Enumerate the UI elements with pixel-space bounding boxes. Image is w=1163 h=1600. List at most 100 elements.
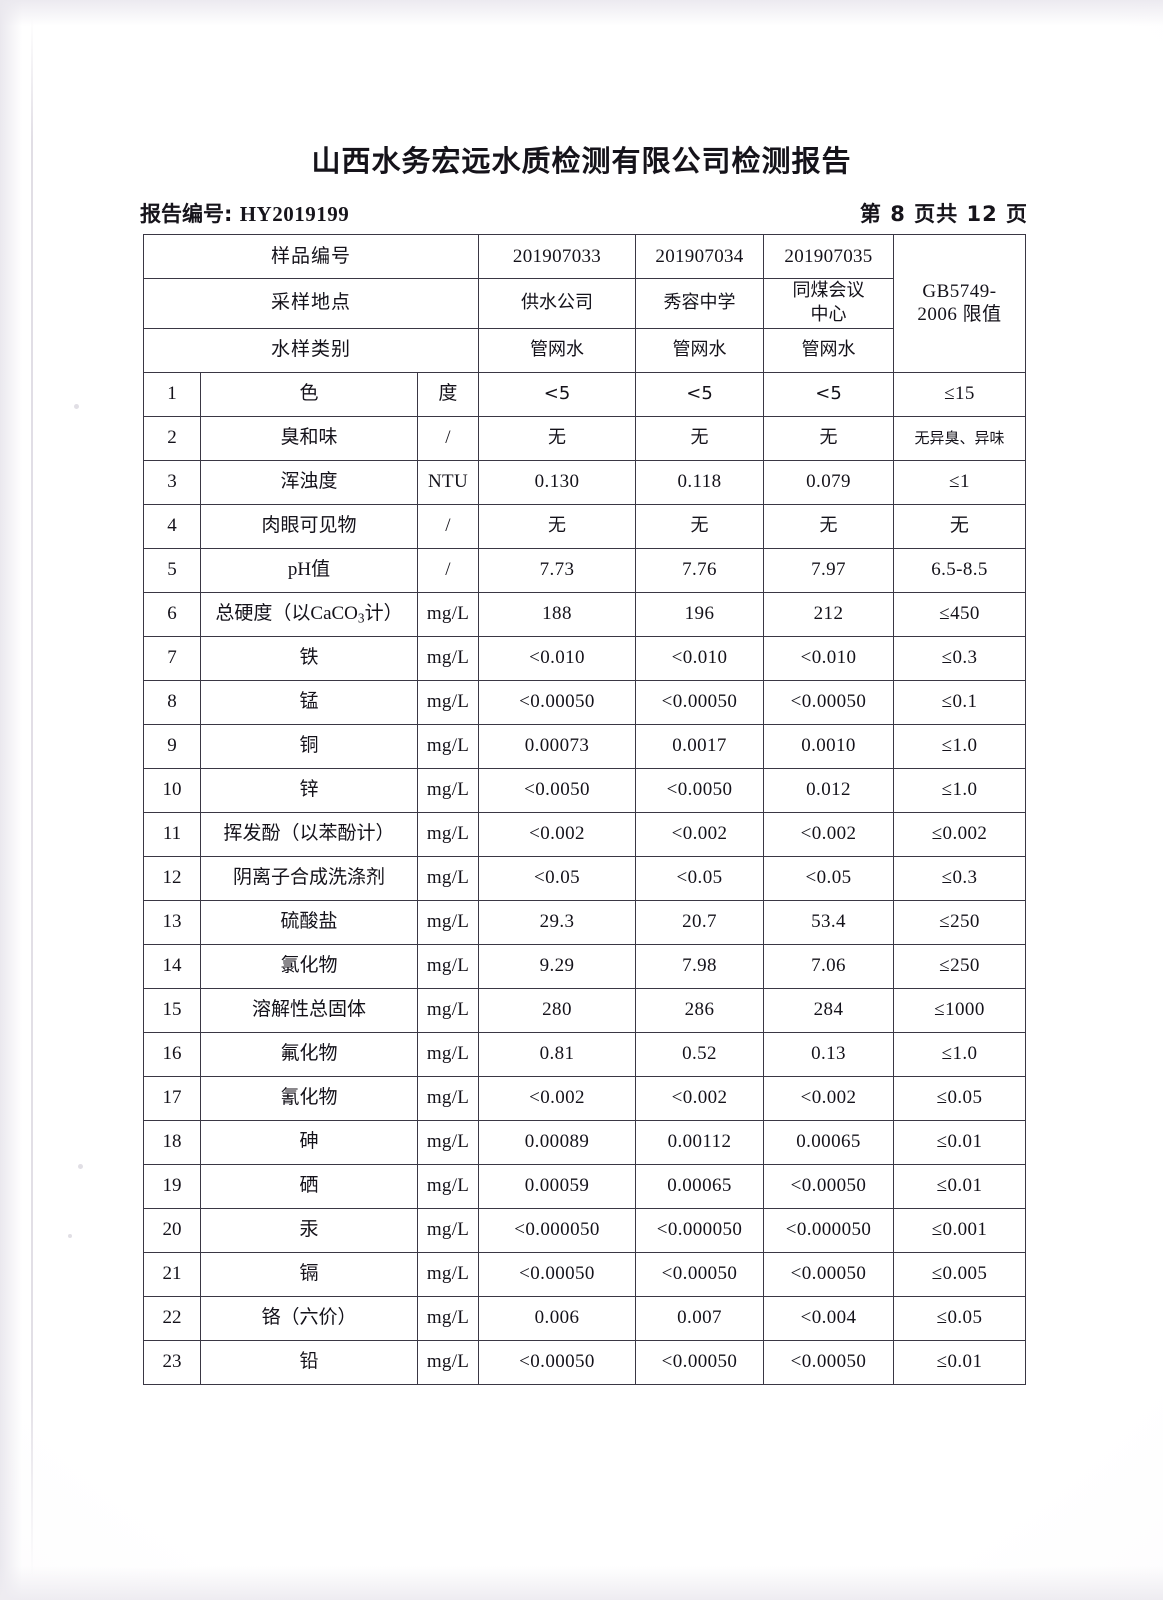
row-standard-limit: ≤0.1 <box>893 679 1027 725</box>
row-standard-limit: ≤0.05 <box>893 1295 1027 1341</box>
row-standard-limit: 6.5-8.5 <box>893 547 1027 593</box>
row-standard-limit: ≤0.01 <box>893 1119 1027 1165</box>
row-parameter-name: 氯化物 <box>200 943 418 989</box>
row-value-sample-1: <0.05 <box>478 855 637 901</box>
row-index: 23 <box>143 1339 201 1385</box>
row-value-sample-2: <0.010 <box>635 635 765 681</box>
row-parameter-name: 挥发酚（以苯酚计） <box>200 811 418 857</box>
table-row: 20 汞 mg/L <0.000050 <0.000050 <0.000050 ≤0.001 <box>143 1207 1027 1253</box>
row-value-sample-3: 无 <box>763 503 895 549</box>
row-index: 16 <box>143 1031 201 1077</box>
row-parameter-name: 锰 <box>200 679 418 725</box>
row-value-sample-3: 212 <box>763 591 895 637</box>
row-value-sample-3: <0.002 <box>763 1075 895 1121</box>
row-index: 9 <box>143 723 201 769</box>
report-header-line: 报告编号: HY2019199 第 8 页共 12 页 <box>140 198 1030 228</box>
row-value-sample-2: <0.00050 <box>635 679 765 725</box>
row-unit: mg/L <box>416 811 480 857</box>
header-water-type-label: 水样类别 <box>142 327 480 373</box>
row-unit: mg/L <box>416 723 480 769</box>
row-value-sample-2: 286 <box>635 987 765 1033</box>
row-value-sample-3: <0.004 <box>763 1295 895 1341</box>
row-standard-limit: ≤0.05 <box>893 1075 1027 1121</box>
row-value-sample-3: 7.97 <box>763 547 895 593</box>
row-index: 1 <box>143 371 201 417</box>
row-value-sample-1: 无 <box>478 503 637 549</box>
row-value-sample-1: 29.3 <box>478 899 637 945</box>
row-standard-limit: 无异臭、异味 <box>893 415 1027 461</box>
table-row: 15 溶解性总固体 mg/L 280 286 284 ≤1000 <box>143 987 1027 1033</box>
header-standard-limit-title: GB5749- 2006 限值 <box>893 234 1027 373</box>
row-standard-limit: ≤0.3 <box>893 635 1027 681</box>
table-row: 16 氟化物 mg/L 0.81 0.52 0.13 ≤1.0 <box>143 1031 1027 1077</box>
row-value-sample-3: <0.002 <box>763 811 895 857</box>
row-parameter-name: 铅 <box>200 1339 418 1385</box>
page-title: 山西水务宏远水质检测有限公司检测报告 <box>311 144 852 178</box>
report-number-label: 报告编号: <box>140 202 233 226</box>
row-value-sample-1: 0.130 <box>478 459 637 505</box>
row-value-sample-1: <0.002 <box>478 1075 637 1121</box>
row-value-sample-2: <5 <box>635 371 765 417</box>
row-value-sample-3: 7.06 <box>763 943 895 989</box>
row-unit: mg/L <box>416 1295 480 1341</box>
table-row: 3 浑浊度 NTU 0.130 0.118 0.079 ≤1 <box>143 459 1027 505</box>
row-unit: mg/L <box>416 1207 480 1253</box>
row-unit: mg/L <box>416 1251 480 1297</box>
row-index: 12 <box>143 855 201 901</box>
row-unit: / <box>416 547 480 593</box>
standard-code-line1: GB5749- <box>922 280 997 302</box>
table-row: 11 挥发酚（以苯酚计） mg/L <0.002 <0.002 <0.002 ≤0.002 <box>143 811 1027 857</box>
row-value-sample-2: <0.000050 <box>635 1207 765 1253</box>
scan-edge-shadow-top <box>0 0 1163 26</box>
row-parameter-name: 硒 <box>200 1163 418 1209</box>
row-parameter-name: 铬（六价） <box>200 1295 418 1341</box>
row-value-sample-1: 0.81 <box>478 1031 637 1077</box>
row-standard-limit: ≤1.0 <box>893 767 1027 813</box>
row-value-sample-1: <5 <box>478 371 637 417</box>
row-unit: mg/L <box>416 943 480 989</box>
table-header-row-sampling-site: 采样地点 供水公司 秀容中学 同煤会议 中心 <box>142 278 1026 329</box>
row-value-sample-1: 无 <box>478 415 637 461</box>
row-value-sample-1: 280 <box>478 987 637 1033</box>
row-value-sample-3: <0.00050 <box>763 679 895 725</box>
report-number: 报告编号: HY2019199 <box>140 198 349 228</box>
row-index: 15 <box>143 987 201 1033</box>
row-parameter-name: 铜 <box>200 723 418 769</box>
row-unit: mg/L <box>416 591 480 637</box>
row-standard-limit: ≤1.0 <box>893 1031 1027 1077</box>
row-value-sample-2: 0.007 <box>635 1295 765 1341</box>
row-value-sample-1: 9.29 <box>478 943 637 989</box>
header-water-type-2: 管网水 <box>635 327 765 373</box>
row-value-sample-3: 0.0010 <box>763 723 895 769</box>
row-parameter-name: 肉眼可见物 <box>200 503 418 549</box>
row-index: 14 <box>143 943 201 989</box>
row-value-sample-2: 0.00112 <box>635 1119 765 1165</box>
standard-limit-word: 限值 <box>962 303 1002 326</box>
table-row: 2 臭和味 / 无无无无异臭、异味 <box>143 415 1027 461</box>
row-value-sample-2: 0.00065 <box>635 1163 765 1209</box>
row-value-sample-1: <0.0050 <box>478 767 637 813</box>
row-standard-limit: ≤450 <box>893 591 1027 637</box>
row-value-sample-3: 0.00065 <box>763 1119 895 1165</box>
row-unit: / <box>416 415 480 461</box>
row-parameter-name: pH值 <box>200 547 418 593</box>
row-standard-limit: ≤250 <box>893 943 1027 989</box>
table-row: 14 氯化物 mg/L 9.29 7.98 7.06 ≤250 <box>143 943 1027 989</box>
row-unit: mg/L <box>416 1031 480 1077</box>
row-parameter-name: 氟化物 <box>200 1031 418 1077</box>
row-standard-limit: ≤15 <box>893 371 1027 417</box>
row-index: 8 <box>143 679 201 725</box>
row-value-sample-1: <0.010 <box>478 635 637 681</box>
row-value-sample-2: <0.002 <box>635 1075 765 1121</box>
scan-speck <box>68 1234 72 1238</box>
table-row: 6 总硬度（以CaCO3计） mg/L 188 196 212 ≤450 <box>143 591 1027 637</box>
scan-edge-shadow-bottom <box>0 1566 1163 1600</box>
table-row: 17 氰化物 mg/L <0.002 <0.002 <0.002 ≤0.05 <box>143 1075 1027 1121</box>
row-value-sample-2: 7.98 <box>635 943 765 989</box>
row-standard-limit: ≤0.002 <box>893 811 1027 857</box>
header-sampling-site-2: 秀容中学 <box>635 278 765 329</box>
table-row: 10 锌 mg/L <0.0050 <0.0050 0.012 ≤1.0 <box>143 767 1027 813</box>
row-value-sample-1: 188 <box>478 591 637 637</box>
row-value-sample-3: 0.13 <box>763 1031 895 1077</box>
table-header-row-water-type: 水样类别 管网水 管网水 管网水 <box>142 327 1026 373</box>
